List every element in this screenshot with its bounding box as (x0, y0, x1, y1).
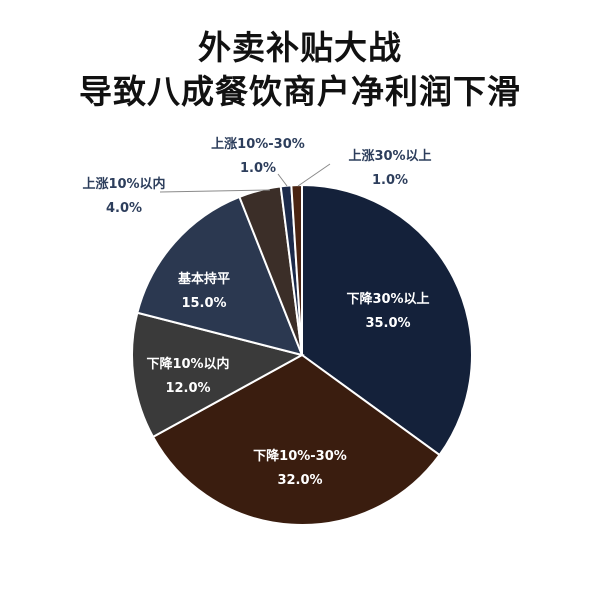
slice-value-2: 32.0% (277, 473, 322, 488)
slice-value-1: 35.0% (365, 316, 410, 331)
slice-label-3: 下降10%以内 12.0% (146, 356, 229, 396)
leader-line-5 (159, 189, 271, 193)
pie-slices (131, 183, 473, 526)
pie-slice-7 (290, 183, 303, 356)
leader-line-7 (297, 163, 331, 187)
chart-title: 外卖补贴大战 导致八成餐饮商户净利润下滑 (0, 26, 600, 114)
slice-value-5: 4.0% (106, 201, 142, 216)
slice-label-4: 基本持平 15.0% (177, 271, 230, 311)
slice-label-1: 下降30%以上 35.0% (346, 291, 429, 331)
slice-value-3: 12.0% (165, 381, 210, 396)
leader-lines (159, 163, 331, 193)
slice-label-6: 上涨10%-30% 1.0% (211, 137, 305, 176)
pie-slice-1 (301, 183, 473, 457)
pie-slice-2 (151, 353, 441, 526)
slice-label-7: 上涨30%以上 1.0% (348, 149, 431, 188)
slice-category-5: 上涨10%以内 (82, 176, 165, 192)
pie-slice-4 (136, 195, 304, 357)
title-line-1: 外卖补贴大战 (198, 28, 402, 67)
slice-labels: 下降30%以上 35.0% 下降10%-30% 32.0% 下降10%以内 12.0% 基本… (82, 137, 431, 488)
slice-category-6: 上涨10%-30% (211, 137, 305, 152)
slice-category-4: 基本持平 (177, 271, 230, 287)
leader-line-6 (277, 173, 288, 187)
slice-label-2: 下降10%-30% 32.0% (253, 448, 347, 488)
slice-category-1: 下降30%以上 (346, 291, 429, 307)
slice-label-5: 上涨10%以内 4.0% (82, 176, 165, 216)
slice-value-6: 1.0% (240, 161, 276, 176)
slice-category-3: 下降10%以内 (146, 356, 229, 372)
slice-value-4: 15.0% (181, 296, 226, 311)
slice-category-7: 上涨30%以上 (348, 149, 431, 164)
title-line-2: 导致八成餐饮商户净利润下滑 (79, 72, 521, 111)
slice-category-2: 下降10%-30% (253, 448, 347, 464)
slice-value-7: 1.0% (372, 173, 408, 188)
pie-slice-3 (131, 311, 305, 439)
